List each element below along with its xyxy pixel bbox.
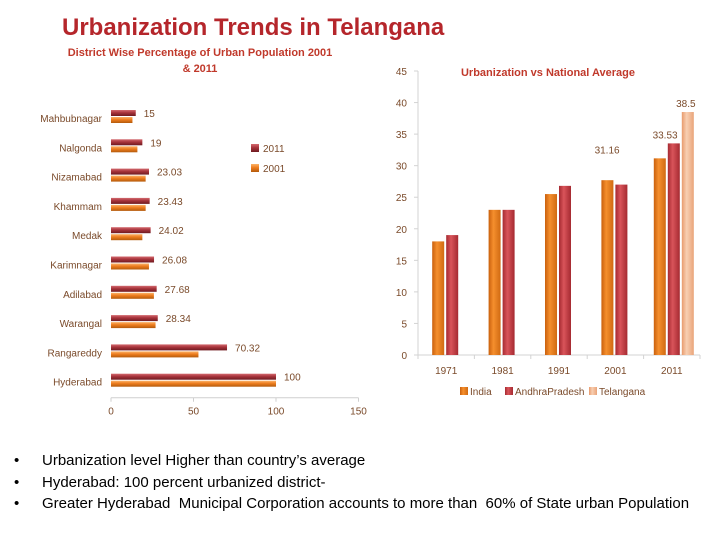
right-y-tick-label: 35 <box>396 130 408 141</box>
right-x-tick-label: 2001 <box>604 366 627 377</box>
bullet-list: • Urbanization level Higher than country’… <box>14 450 714 515</box>
bar-2011 <box>111 344 228 351</box>
left-category-label: Mahbubnagar <box>40 114 102 125</box>
bullet-dot-icon: • <box>14 495 20 512</box>
left-category-label: Adilabad <box>63 290 102 301</box>
right-y-tick-label: 30 <box>396 162 408 173</box>
left-data-label: 23.03 <box>157 168 182 179</box>
right-y-tick-label: 0 <box>401 351 407 362</box>
right-legend-label: India <box>470 387 492 398</box>
left-data-label: 27.68 <box>165 285 190 296</box>
bar-telangana <box>681 112 694 356</box>
bar-2011 <box>111 373 276 380</box>
left-chart-title: District Wise Percentage of Urban Popula… <box>68 47 333 75</box>
left-x-tick-label: 50 <box>188 407 200 418</box>
right-y-tick-label: 15 <box>396 256 408 267</box>
bar-2011 <box>111 197 150 204</box>
bullet-text: Urbanization level Higher than country’s… <box>42 452 366 469</box>
left-category-label: Medak <box>72 231 103 242</box>
left-chart-title-line: & 2011 <box>183 63 218 75</box>
left-category-label: Nalgonda <box>59 143 102 154</box>
bullet-item: • Urbanization level Higher than country’… <box>14 450 714 472</box>
left-x-tick-label: 100 <box>268 407 285 418</box>
bar-india <box>653 158 666 355</box>
bullet-item: • Greater Hyderabad Municipal Corporation… <box>14 493 714 515</box>
bar-andhrapradesh <box>559 185 571 355</box>
bar-2011 <box>111 285 157 292</box>
bar-2001 <box>111 380 276 387</box>
left-data-label: 19 <box>150 138 162 149</box>
right-data-label: 31.16 <box>595 145 620 156</box>
bullet-dot-icon: • <box>14 452 20 469</box>
bar-andhrapradesh <box>667 143 680 355</box>
right-y-tick-label: 40 <box>396 99 408 110</box>
bar-2011 <box>111 315 158 322</box>
legend-label-2011: 2011 <box>263 144 285 155</box>
right-y-tick-label: 20 <box>396 225 408 236</box>
left-category-label: Karimnagar <box>50 261 102 272</box>
bar-2001 <box>111 234 143 241</box>
left-category-label: Nizamabad <box>51 173 102 184</box>
right-x-tick-label: 2011 <box>661 366 683 377</box>
bar-india <box>601 180 614 355</box>
bar-2001 <box>111 263 149 270</box>
bar-2001 <box>111 351 199 358</box>
bar-2001 <box>111 175 146 182</box>
bullet-item: • Hyderabad: 100 percent urbanized distri… <box>14 472 714 494</box>
bullet-dot-icon: • <box>14 473 20 491</box>
left-x-tick-label: 150 <box>350 407 367 418</box>
left-data-label: 15 <box>144 109 156 120</box>
left-data-label: 24.02 <box>159 226 184 237</box>
bar-2001 <box>111 117 133 123</box>
right-legend-swatch <box>589 387 597 395</box>
legend-swatch-2001 <box>251 164 259 172</box>
bar-2001 <box>111 204 146 211</box>
bar-2011 <box>111 110 136 116</box>
right-data-label: 33.53 <box>653 130 678 141</box>
left-data-label: 23.43 <box>158 197 183 208</box>
bar-andhrapradesh <box>615 184 628 355</box>
right-legend-label: AndhraPradesh <box>515 387 585 398</box>
right-y-tick-label: 5 <box>401 319 407 330</box>
bar-india <box>488 209 501 355</box>
legend-label-2001: 2001 <box>263 164 286 175</box>
legend-swatch-2011 <box>251 144 259 152</box>
left-category-label: Warangal <box>60 319 102 330</box>
slide-title: Urbanization Trends in Telangana <box>62 14 445 41</box>
right-legend-label: Telangana <box>599 387 646 398</box>
left-x-tick-label: 0 <box>108 407 114 418</box>
right-chart-title: Urbanization vs National Average <box>461 67 635 79</box>
bar-2001 <box>111 146 138 153</box>
bar-2011 <box>111 227 151 234</box>
left-chart-title-line: District Wise Percentage of Urban Popula… <box>68 47 333 59</box>
left-data-label: 26.08 <box>162 256 187 267</box>
left-category-label: Hyderabad <box>53 378 102 389</box>
bar-india <box>545 194 557 355</box>
bullet-text: Hyderabad: 100 percent urbanized distric… <box>42 473 326 491</box>
right-legend-swatch <box>505 387 513 395</box>
right-y-tick-label: 45 <box>396 67 408 78</box>
bar-2011 <box>111 256 155 263</box>
bullet-text: Greater Hyderabad Municipal Corporation … <box>42 495 690 512</box>
right-y-tick-label: 25 <box>396 193 408 204</box>
bar-2001 <box>111 292 154 299</box>
left-data-label: 70.32 <box>235 343 260 354</box>
left-category-label: Rangareddy <box>48 348 102 359</box>
bar-india <box>432 241 445 355</box>
left-data-label: 28.34 <box>166 314 191 325</box>
right-data-label: 38.5 <box>676 99 696 110</box>
right-x-tick-label: 1991 <box>548 366 571 377</box>
right-y-tick-label: 10 <box>396 288 408 299</box>
right-x-tick-label: 1971 <box>435 366 458 377</box>
left-category-label: Khammam <box>54 202 102 213</box>
bar-andhrapradesh <box>446 235 459 355</box>
right-x-tick-label: 1981 <box>491 366 514 377</box>
bar-2001 <box>111 322 156 329</box>
bar-andhrapradesh <box>502 209 515 355</box>
bar-2011 <box>111 168 149 175</box>
right-legend-swatch <box>460 387 468 395</box>
bar-2011 <box>111 139 143 146</box>
left-data-label: 100 <box>284 373 301 384</box>
